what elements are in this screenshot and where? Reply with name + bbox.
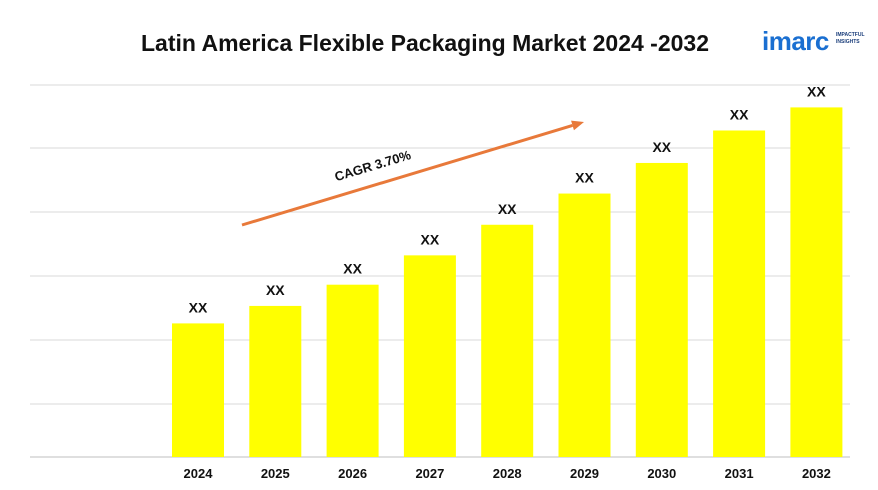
data-label-2031: XX <box>730 106 749 122</box>
data-label-2032: XX <box>807 83 826 99</box>
data-label-2029: XX <box>575 170 594 186</box>
data-label-2030: XX <box>652 139 671 155</box>
x-tick-label-2032: 2032 <box>802 466 831 481</box>
x-tick-label-2028: 2028 <box>493 466 522 481</box>
bars <box>172 107 843 458</box>
bar-2025 <box>249 305 302 457</box>
data-label-2024: XX <box>189 299 208 315</box>
x-tick-label-2026: 2026 <box>338 466 367 481</box>
data-label-2026: XX <box>343 261 362 277</box>
x-tick-label-2029: 2029 <box>570 466 599 481</box>
bar-2028 <box>481 224 534 457</box>
bar-2031 <box>713 130 766 457</box>
bar-2026 <box>326 284 379 457</box>
bar-2024 <box>172 323 224 457</box>
x-tick-label-2031: 2031 <box>725 466 754 481</box>
bar-2030 <box>635 162 688 457</box>
logo-tagline: IMPACTFUL INSIGHTS <box>836 32 865 45</box>
x-tick-label-2025: 2025 <box>261 466 290 481</box>
cagr-arrow-shaft <box>241 124 573 227</box>
x-tick-label-2030: 2030 <box>647 466 676 481</box>
data-label-2028: XX <box>498 201 517 217</box>
bar-2032 <box>790 107 843 458</box>
cagr-arrow <box>241 120 584 227</box>
logo-wordmark: imarc <box>762 26 829 56</box>
data-label-2025: XX <box>266 282 285 298</box>
imarc-logo: imarc IMPACTFUL INSIGHTS <box>762 26 872 56</box>
bar-2029 <box>558 193 611 457</box>
data-label-2027: XX <box>421 231 440 247</box>
bar-2027 <box>403 255 456 457</box>
chart-title: Latin America Flexible Packaging Market … <box>140 30 710 56</box>
x-tick-label-2027: 2027 <box>415 466 444 481</box>
x-tick-label-2024: 2024 <box>184 466 214 481</box>
cagr-arrow-head <box>571 120 584 131</box>
